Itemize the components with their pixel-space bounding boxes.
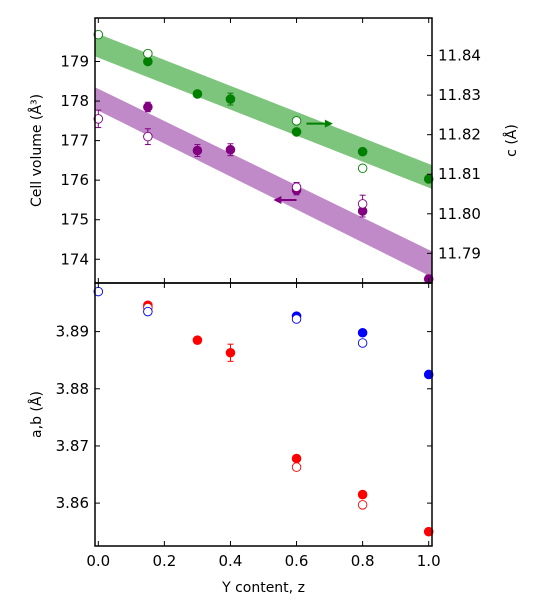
fit-band-0 <box>95 32 432 189</box>
axis-arrow-head-1 <box>273 195 282 204</box>
data-point-3-2 <box>291 182 302 193</box>
top-y2-tick-label-5: 11.84 <box>438 47 481 65</box>
data-point-3-2 <box>291 314 302 324</box>
top-y2-axis-label: c (Å) <box>503 124 520 157</box>
data-point-3-3 <box>357 199 368 209</box>
top-ticks: 174 175 176 177 178 179 11.79 11.80 11.81 11.82 11… <box>60 18 481 283</box>
data-point-1-2 <box>291 116 302 126</box>
top-y-tick-label-2: 176 <box>60 171 89 189</box>
data-point-3-3 <box>357 338 368 348</box>
data-point-0-2 <box>225 94 236 104</box>
data-point-1-1 <box>143 48 153 59</box>
bottom-panel: 3.86 3.87 3.88 3.89 0.0 0.2 0.4 0.6 0.8 1.0 a,b (… <box>28 282 441 596</box>
top-marks <box>93 29 434 284</box>
x-tick-label-0: 0.0 <box>86 552 110 570</box>
x-tick-label-3: 0.6 <box>285 552 309 570</box>
fit-band-1 <box>95 87 432 278</box>
top-y-tick-label-4: 178 <box>60 92 89 110</box>
data-point-3-0 <box>93 114 104 124</box>
data-point-2-1 <box>357 327 368 338</box>
data-point-2-2 <box>423 369 434 380</box>
data-point-2-1 <box>192 145 203 156</box>
data-point-0-4 <box>357 146 368 157</box>
top-y2-tick-label-4: 11.83 <box>438 86 481 104</box>
top-y2-tick-label-3: 11.82 <box>438 126 481 144</box>
top-y-axis-label: Cell volume (Å³) <box>28 94 45 207</box>
top-y2-tick-label-0: 11.79 <box>438 244 481 262</box>
top-panel: 174 175 176 177 178 179 11.79 11.80 11.81 11.82 11… <box>28 17 520 284</box>
bottom-y-tick-label-1: 3.87 <box>56 437 89 455</box>
data-point-1-3 <box>357 163 368 174</box>
data-point-1-0 <box>93 29 104 40</box>
bottom-y-axis-label: a,b (Å) <box>28 391 45 438</box>
data-point-0-3 <box>291 453 302 464</box>
bottom-marks <box>93 286 434 537</box>
top-y-tick-label-5: 179 <box>60 53 89 71</box>
bottom-plot-frame <box>94 282 433 547</box>
data-point-0-1 <box>192 335 203 345</box>
top-y2-tick-label-2: 11.81 <box>438 165 481 183</box>
x-tick-label-5: 1.0 <box>417 552 441 570</box>
top-y2-tick-label-1: 11.80 <box>438 205 481 223</box>
data-point-1-2 <box>357 500 368 510</box>
data-point-0-1 <box>192 89 203 99</box>
x-axis-label: Y content, z <box>221 580 305 596</box>
top-y-tick-label-0: 174 <box>60 250 89 268</box>
top-bands <box>95 32 432 278</box>
data-point-1-1 <box>291 462 302 472</box>
data-point-0-2 <box>225 347 236 358</box>
top-y-tick-label-1: 175 <box>60 211 89 229</box>
data-point-0-5 <box>423 526 434 537</box>
top-y-tick-label-3: 177 <box>60 132 89 150</box>
x-tick-label-1: 0.2 <box>152 552 176 570</box>
axis-arrow-head-0 <box>324 119 333 128</box>
bottom-y-tick-label-2: 3.88 <box>56 380 89 398</box>
bottom-y-tick-label-3: 3.89 <box>56 323 89 341</box>
data-point-3-1 <box>143 131 153 142</box>
data-point-2-0 <box>143 102 153 112</box>
bottom-y-tick-label-0: 3.86 <box>56 494 89 512</box>
data-point-2-2 <box>225 144 236 155</box>
data-point-3-1 <box>143 306 153 317</box>
data-point-0-0 <box>143 56 153 67</box>
bottom-ticks: 3.86 3.87 3.88 3.89 0.0 0.2 0.4 0.6 0.8 1.0 <box>56 283 441 570</box>
x-tick-label-2: 0.4 <box>219 552 243 570</box>
data-point-0-4 <box>357 489 368 500</box>
data-point-0-3 <box>291 127 302 137</box>
x-tick-label-4: 0.8 <box>351 552 375 570</box>
